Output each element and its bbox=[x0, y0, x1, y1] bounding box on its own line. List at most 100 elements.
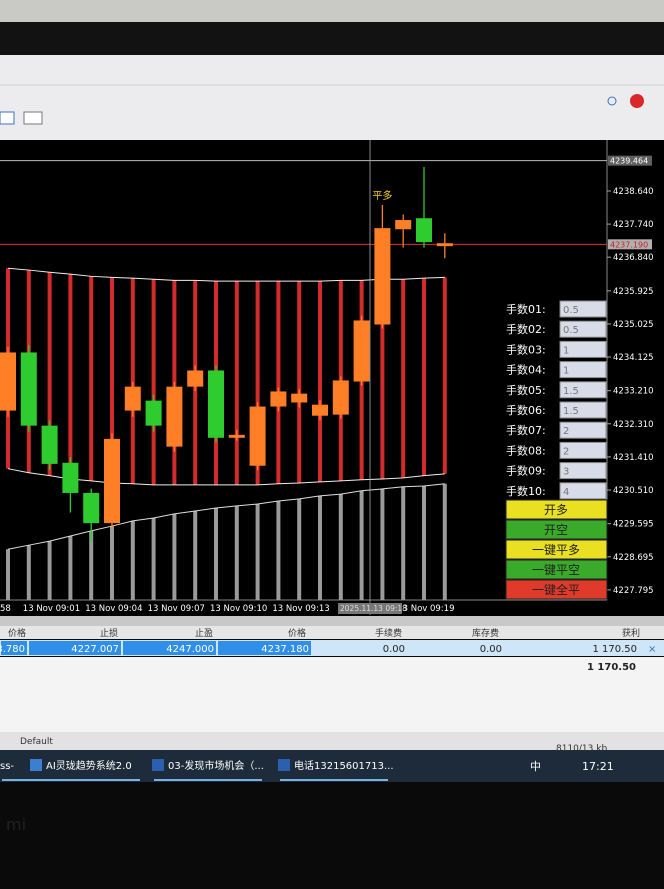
y-tick-label: 4227.795 bbox=[613, 586, 654, 596]
lower-bar bbox=[234, 505, 239, 600]
task-item[interactable]: 03-发现市场机会（... bbox=[168, 759, 264, 772]
search-icon[interactable] bbox=[607, 96, 617, 106]
x-tick-label: 13 Nov 09:19 bbox=[397, 604, 454, 614]
close-row[interactable]: × bbox=[648, 644, 656, 655]
y-tick-label: 4232.310 bbox=[613, 420, 654, 430]
candle-body bbox=[291, 393, 308, 403]
lot-input[interactable] bbox=[559, 300, 607, 318]
status-profile: Default bbox=[20, 737, 53, 747]
table-cell: 4227.007 bbox=[71, 644, 119, 655]
candle-body bbox=[312, 404, 328, 416]
action-button[interactable] bbox=[505, 559, 608, 580]
lot-value: 1.5 bbox=[563, 386, 579, 397]
lot-label: 手数10: bbox=[506, 484, 546, 498]
brand-logo: mi bbox=[6, 815, 26, 834]
lot-value: 1 bbox=[563, 366, 569, 377]
candle-body bbox=[187, 370, 204, 387]
action-button-label: 一键平空 bbox=[532, 563, 580, 577]
lower-bar bbox=[6, 549, 10, 600]
band-lower bbox=[7, 468, 445, 486]
separator bbox=[0, 616, 664, 626]
lot-value: 2 bbox=[563, 446, 569, 457]
task-item[interactable]: ss- bbox=[0, 761, 14, 772]
candle-body bbox=[62, 462, 79, 493]
lower-bar bbox=[26, 545, 31, 600]
task-icon[interactable] bbox=[152, 759, 164, 771]
lot-label: 手数02: bbox=[506, 322, 546, 336]
action-button[interactable] bbox=[505, 519, 608, 540]
candle-body bbox=[20, 352, 37, 426]
x-tick-label: 13 Nov 09:04 bbox=[85, 604, 142, 614]
y-tick-label: 4237.740 bbox=[613, 220, 654, 230]
notify-badge[interactable] bbox=[630, 94, 644, 108]
band-upper bbox=[7, 267, 445, 282]
candle-body bbox=[332, 380, 349, 415]
table-total: 1 170.50 bbox=[587, 662, 636, 673]
table-header: 库存费 bbox=[472, 627, 499, 639]
lower-bar bbox=[442, 483, 447, 600]
clock[interactable]: 17:21 bbox=[582, 760, 614, 773]
action-button[interactable] bbox=[505, 499, 608, 520]
candle-body bbox=[416, 218, 432, 243]
lot-input[interactable] bbox=[559, 320, 607, 338]
lot-input[interactable] bbox=[559, 401, 607, 419]
lower-bar bbox=[359, 490, 364, 600]
x-edge-label: 58 bbox=[0, 604, 11, 614]
candle-body bbox=[145, 400, 162, 426]
task-icon[interactable] bbox=[30, 759, 42, 771]
x-tick-label: 13 Nov 09:01 bbox=[23, 604, 80, 614]
price-tag bbox=[608, 155, 652, 166]
lot-input[interactable] bbox=[559, 462, 607, 480]
lot-value: 0.5 bbox=[563, 305, 579, 316]
lot-label: 手数03: bbox=[506, 342, 546, 356]
y-tick-label: 4229.595 bbox=[613, 520, 654, 530]
price-tag-label: 4239.464 bbox=[610, 157, 648, 166]
toolbar-icon[interactable] bbox=[0, 111, 15, 125]
lot-label: 手数08: bbox=[506, 443, 546, 457]
action-button[interactable] bbox=[505, 579, 608, 600]
action-button[interactable] bbox=[505, 539, 608, 560]
lot-input[interactable] bbox=[559, 482, 607, 500]
lower-bar bbox=[401, 486, 406, 600]
table-header: 价格 bbox=[8, 627, 26, 639]
x-tick-label: 13 Nov 09:10 bbox=[210, 604, 267, 614]
task-item[interactable]: 电话13215601713... bbox=[294, 759, 394, 772]
lot-label: 手数04: bbox=[506, 363, 546, 377]
y-tick-label: 4236.840 bbox=[613, 253, 654, 263]
lot-input[interactable] bbox=[559, 340, 607, 358]
price-tag-label: 4237.190 bbox=[610, 240, 648, 249]
ime[interactable]: 中 bbox=[530, 760, 541, 773]
lower-bar bbox=[380, 488, 385, 600]
candle-body bbox=[0, 352, 16, 411]
status-bar bbox=[0, 732, 664, 750]
candle-body bbox=[249, 406, 266, 466]
candle-body bbox=[395, 220, 412, 230]
task-icon[interactable] bbox=[278, 759, 290, 771]
lower-bar bbox=[68, 535, 73, 600]
toolbar-icon[interactable] bbox=[23, 111, 43, 125]
lot-input[interactable] bbox=[559, 441, 607, 459]
candle-body bbox=[166, 386, 183, 447]
y-tick-label: 4230.510 bbox=[613, 486, 654, 496]
lot-input[interactable] bbox=[559, 361, 607, 379]
table-cell: 1 170.50 bbox=[592, 644, 637, 655]
lower-bar bbox=[47, 541, 52, 600]
lower-bar bbox=[214, 508, 218, 600]
lower-bar bbox=[318, 495, 322, 600]
cell-highlight bbox=[29, 641, 121, 655]
lot-value: 3 bbox=[563, 467, 569, 478]
table-header: 手续费 bbox=[375, 627, 402, 639]
y-tick-label: 4235.025 bbox=[613, 320, 654, 330]
task-item[interactable]: AI灵珑趋势系统2.0 bbox=[46, 759, 132, 772]
lot-value: 0.5 bbox=[563, 325, 579, 336]
candle-body bbox=[270, 391, 287, 407]
lot-input[interactable] bbox=[559, 421, 607, 439]
x-tick-label: 13 Nov 09:13 bbox=[272, 604, 329, 614]
candle-body bbox=[374, 228, 391, 325]
action-button-label: 一键全平 bbox=[532, 582, 580, 597]
y-tick-label: 4228.695 bbox=[613, 553, 654, 563]
lot-input[interactable] bbox=[559, 381, 607, 399]
table-cell: 4247.000 bbox=[166, 644, 214, 655]
action-button-label: 开多 bbox=[544, 503, 568, 517]
